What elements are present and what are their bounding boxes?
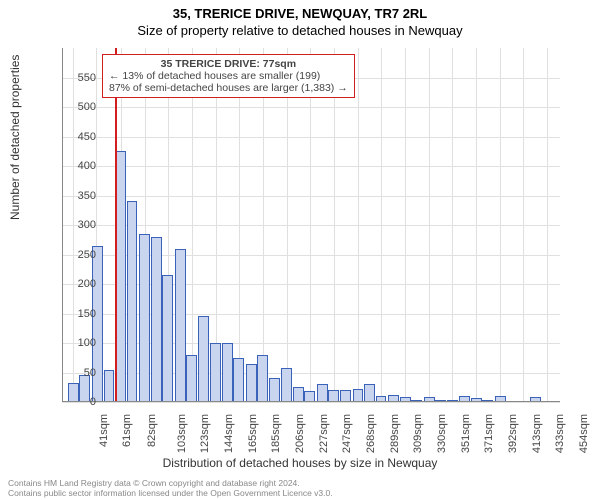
y-tick-label: 100 xyxy=(56,337,96,349)
x-axis-label: Distribution of detached houses by size … xyxy=(0,456,600,470)
footer-line2: Contains public sector information licen… xyxy=(8,489,333,499)
footer-attribution: Contains HM Land Registry data © Crown c… xyxy=(8,479,333,499)
histogram-bar xyxy=(139,234,150,402)
histogram-bar xyxy=(104,370,115,402)
y-axis-label: Number of detached properties xyxy=(8,55,22,220)
annotation-title: 35 TRERICE DRIVE: 77sqm xyxy=(109,58,348,70)
y-tick-label: 0 xyxy=(56,396,96,408)
y-tick-label: 550 xyxy=(56,72,96,84)
histogram-bar xyxy=(162,275,173,402)
x-tick-label: 165sqm xyxy=(247,414,259,453)
gridline-v xyxy=(263,48,264,402)
x-tick-label: 454sqm xyxy=(579,414,591,453)
x-tick-label: 82sqm xyxy=(146,414,158,447)
gridline-v xyxy=(429,48,430,402)
subject-marker-line xyxy=(115,48,117,402)
x-tick-label: 371sqm xyxy=(483,414,495,453)
y-tick-label: 150 xyxy=(56,308,96,320)
histogram-bar xyxy=(281,368,292,402)
histogram-bar xyxy=(151,237,162,402)
gridline-v xyxy=(358,48,359,402)
gridline-v xyxy=(452,48,453,402)
histogram-bar xyxy=(92,246,103,402)
y-tick-label: 250 xyxy=(56,249,96,261)
gridline-v xyxy=(523,48,524,402)
histogram-bar xyxy=(317,384,328,402)
gridline-v xyxy=(405,48,406,402)
x-tick-label: 185sqm xyxy=(270,414,282,453)
gridline-h xyxy=(62,402,560,403)
gridline-v xyxy=(310,48,311,402)
gridline-h xyxy=(62,196,560,197)
gridline-v xyxy=(547,48,548,402)
x-tick-label: 247sqm xyxy=(341,414,353,453)
x-tick-label: 206sqm xyxy=(294,414,306,453)
annotation-larger: 87% of semi-detached houses are larger (… xyxy=(109,82,348,94)
gridline-v xyxy=(334,48,335,402)
x-tick-label: 413sqm xyxy=(531,414,543,453)
histogram-bar xyxy=(269,378,280,402)
x-tick-label: 103sqm xyxy=(176,414,188,453)
gridline-h xyxy=(62,107,560,108)
x-tick-label: 123sqm xyxy=(199,414,211,453)
gridline-h xyxy=(62,137,560,138)
histogram-bar xyxy=(198,316,209,402)
gridline-v xyxy=(381,48,382,402)
histogram-bar xyxy=(233,358,244,402)
x-tick-label: 268sqm xyxy=(365,414,377,453)
histogram-bar xyxy=(293,387,304,402)
y-tick-label: 200 xyxy=(56,278,96,290)
x-tick-label: 330sqm xyxy=(436,414,448,453)
page-subtitle: Size of property relative to detached ho… xyxy=(0,23,600,38)
x-tick-label: 309sqm xyxy=(412,414,424,453)
histogram-bar xyxy=(222,343,233,402)
x-tick-label: 351sqm xyxy=(460,414,472,453)
x-tick-label: 289sqm xyxy=(389,414,401,453)
page-address-title: 35, TRERICE DRIVE, NEWQUAY, TR7 2RL xyxy=(0,6,600,21)
x-tick-label: 61sqm xyxy=(121,414,133,447)
histogram-bar xyxy=(257,355,268,402)
y-tick-label: 300 xyxy=(56,219,96,231)
y-tick-label: 450 xyxy=(56,131,96,143)
histogram-bar xyxy=(364,384,375,402)
histogram-bar xyxy=(127,201,138,402)
gridline-v xyxy=(239,48,240,402)
annotation-smaller: ← 13% of detached houses are smaller (19… xyxy=(109,70,348,82)
histogram-bar xyxy=(186,355,197,402)
x-tick-label: 433sqm xyxy=(554,414,566,453)
gridline-v xyxy=(476,48,477,402)
x-tick-label: 144sqm xyxy=(223,414,235,453)
y-tick-label: 500 xyxy=(56,101,96,113)
chart-plot-area: 35 TRERICE DRIVE: 77sqm← 13% of detached… xyxy=(62,48,560,402)
gridline-v xyxy=(192,48,193,402)
histogram-bar xyxy=(210,343,221,402)
x-tick-label: 227sqm xyxy=(318,414,330,453)
gridline-v xyxy=(500,48,501,402)
x-tick-label: 41sqm xyxy=(99,414,111,447)
y-tick-label: 400 xyxy=(56,160,96,172)
annotation-box: 35 TRERICE DRIVE: 77sqm← 13% of detached… xyxy=(102,54,355,98)
gridline-h xyxy=(62,166,560,167)
gridline-v xyxy=(287,48,288,402)
y-tick-label: 50 xyxy=(56,367,96,379)
x-tick-label: 392sqm xyxy=(507,414,519,453)
x-axis-line xyxy=(62,401,560,402)
histogram-bar xyxy=(246,364,257,402)
y-tick-label: 350 xyxy=(56,190,96,202)
histogram-bar xyxy=(175,249,186,402)
